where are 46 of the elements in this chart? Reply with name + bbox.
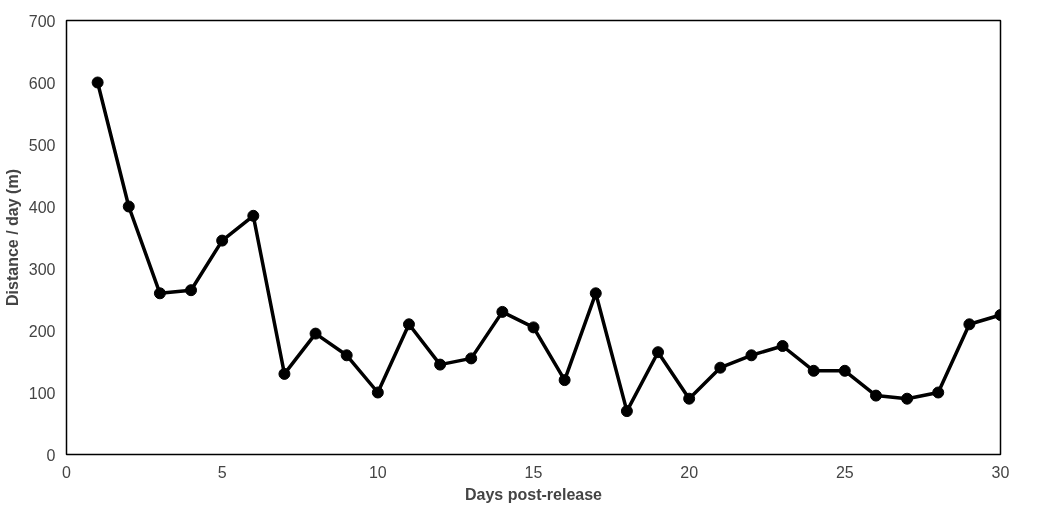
point — [901, 392, 914, 405]
point — [122, 200, 135, 213]
x-tick-label: 20 — [680, 463, 699, 481]
point — [527, 321, 540, 334]
point — [247, 209, 260, 222]
x-axis-title: Days post-release — [465, 485, 603, 503]
x-tick-label: 10 — [368, 463, 387, 481]
y-tick-label: 0 — [46, 446, 56, 464]
point — [185, 284, 198, 297]
point — [465, 352, 478, 365]
point — [807, 364, 820, 377]
point — [153, 287, 166, 300]
y-tick-label: 400 — [28, 198, 56, 216]
point — [278, 367, 291, 380]
y-tick-label: 600 — [28, 74, 56, 92]
x-tick-label: 5 — [217, 463, 227, 481]
point — [402, 318, 415, 331]
point — [496, 305, 509, 318]
point — [371, 386, 384, 399]
point — [620, 405, 633, 418]
point — [652, 346, 665, 359]
point — [683, 392, 696, 405]
y-tick-label: 700 — [28, 12, 56, 30]
point — [838, 364, 851, 377]
point — [745, 349, 758, 362]
point — [91, 76, 104, 89]
x-tick-label: 25 — [835, 463, 854, 481]
y-tick-label: 500 — [28, 136, 56, 154]
point — [589, 287, 602, 300]
point — [714, 361, 727, 374]
point — [558, 374, 571, 387]
point — [309, 327, 322, 340]
x-tick-label: 0 — [62, 463, 72, 481]
point — [776, 340, 789, 352]
y-axis-title: Distance / day (m) — [3, 169, 21, 306]
y-tick-label: 100 — [28, 384, 56, 402]
point — [434, 358, 447, 371]
point — [869, 389, 882, 402]
point — [340, 349, 353, 362]
x-tick-label: 30 — [991, 463, 1010, 481]
y-tick-label: 200 — [28, 322, 56, 340]
point — [963, 318, 976, 331]
point — [932, 386, 945, 399]
y-tick-label: 300 — [28, 260, 56, 278]
point — [216, 234, 229, 247]
x-tick-label: 15 — [524, 463, 543, 481]
